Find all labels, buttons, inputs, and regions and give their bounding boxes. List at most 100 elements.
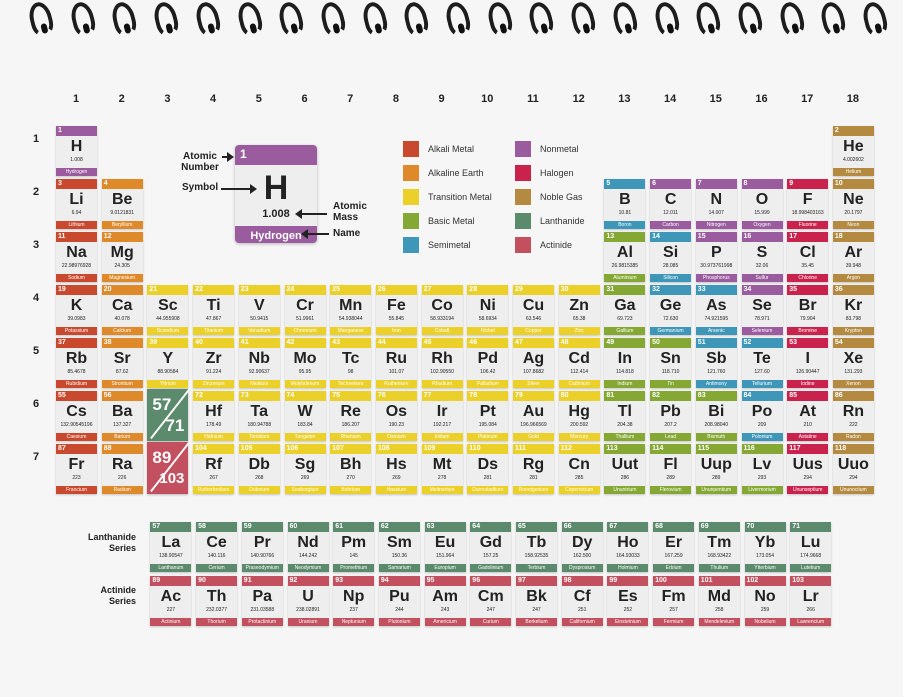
element-name: Nickel xyxy=(480,328,495,334)
atomic-number: 105 xyxy=(240,445,253,452)
tile-footer-band xyxy=(378,564,420,572)
tile-header-band xyxy=(378,522,420,532)
tile-header-band xyxy=(832,126,874,136)
tile-header-band xyxy=(832,179,874,189)
atomic-mass: 223 xyxy=(72,475,81,481)
atomic-number: 5 xyxy=(606,180,611,187)
atomic-mass: 259 xyxy=(760,607,770,613)
tile-footer-band xyxy=(147,327,189,335)
legend-swatch xyxy=(515,165,531,181)
legend-item-actinide: Actinide xyxy=(515,237,572,253)
atomic-number: 50 xyxy=(652,339,660,346)
tile-header-band xyxy=(832,338,874,348)
tile-header-band xyxy=(513,338,554,348)
element-symbol: As xyxy=(706,297,727,314)
element-tile-fe: 26 Fe 55.845 Iron xyxy=(375,285,417,335)
element-tile-rn: 86 Rn 222 Radon xyxy=(832,391,874,441)
tile-header-band xyxy=(467,285,509,295)
element-symbol: Rf xyxy=(205,456,223,473)
tile-footer-band xyxy=(467,486,509,494)
atomic-number: 55 xyxy=(58,392,66,399)
atomic-mass: 126.90447 xyxy=(795,369,820,375)
element-symbol: Bh xyxy=(340,456,362,473)
symbol-arrow xyxy=(221,184,257,194)
atomic-mass: 91.224 xyxy=(205,369,222,375)
element-name: Plutonium xyxy=(388,619,411,625)
atomic-number: 41 xyxy=(240,339,249,346)
tile-header-band xyxy=(101,285,143,295)
element-symbol: Rn xyxy=(842,403,865,420)
tile-header-band xyxy=(101,232,143,242)
element-tile-li: 3 Li 6.94 Lithium xyxy=(56,179,97,229)
element-name: Iron xyxy=(392,328,401,334)
legend-label: Basic Metal xyxy=(428,216,475,226)
element-name: Lutetium xyxy=(801,565,821,571)
atomic-mass: 137.327 xyxy=(113,422,132,428)
atomic-mass: 15.999 xyxy=(754,210,770,216)
element-tile-ni: 28 Ni 58.6934 Nickel xyxy=(467,285,509,335)
tile-footer-band xyxy=(832,221,874,229)
tile-footer-band xyxy=(238,486,280,494)
element-symbol: Pm xyxy=(341,534,367,551)
tile-header-band xyxy=(196,522,238,532)
tile-header-band xyxy=(650,285,692,295)
tile-header-band xyxy=(695,444,737,454)
tile-header-band xyxy=(56,126,97,136)
element-tile-no: 102 No 259 Nobelium xyxy=(744,576,786,626)
atomic-number: 89 xyxy=(152,577,161,584)
element-symbol: Sc xyxy=(158,297,178,314)
element-symbol: Ac xyxy=(160,588,182,605)
tile-footer-band xyxy=(101,221,143,229)
atomic-number: 46 xyxy=(469,339,478,346)
element-tile-np: 93 Np 237 Neptunium xyxy=(333,576,375,626)
tile-header-band xyxy=(421,338,463,348)
atomic-mass: 267 xyxy=(209,475,218,481)
element-tile-hf: 72 Hf 178.49 Hafnium xyxy=(193,391,235,441)
element-symbol: Tc xyxy=(341,350,360,367)
element-tile-kr: 36 Kr 83.798 Krypton xyxy=(832,285,874,335)
element-name: Antimony xyxy=(705,381,727,387)
element-name: Sodium xyxy=(68,275,85,281)
atomic-mass: 79.904 xyxy=(800,316,816,322)
element-name: Helium xyxy=(845,169,862,175)
tile-footer-band xyxy=(56,486,97,494)
tile-footer-band xyxy=(787,433,829,441)
element-tile-zn: 30 Zn 65.38 Zinc xyxy=(558,285,600,335)
tile-footer-band xyxy=(375,486,417,494)
atomic-mass: 78.971 xyxy=(754,316,770,322)
tile-header-band xyxy=(832,444,874,454)
element-name: Neodymium xyxy=(294,565,322,571)
tile-footer-band xyxy=(741,274,783,282)
tile-footer-band xyxy=(604,274,646,282)
atomic-number: 8 xyxy=(743,180,748,187)
element-symbol: Br xyxy=(798,297,817,314)
symbol-label: Symbol xyxy=(182,182,219,193)
atomic-mass: 132.90545196 xyxy=(60,422,93,428)
element-name: Strontium xyxy=(111,381,133,387)
tile-footer-band xyxy=(787,380,829,388)
atomic-number: 90 xyxy=(198,577,206,584)
binding-ring xyxy=(526,0,557,39)
element-name: Berkelium xyxy=(525,619,548,625)
element-name: Fluorine xyxy=(798,222,817,228)
atomic-mass: 244 xyxy=(395,607,404,613)
atomic-number: 113 xyxy=(606,445,618,452)
tile-footer-band xyxy=(56,274,97,282)
atomic-number: 109 xyxy=(423,445,436,452)
atomic-number: 62 xyxy=(380,523,389,530)
actinide-placeholder: 89 103 xyxy=(147,441,191,494)
atomic-mass: 87.62 xyxy=(115,369,129,375)
element-name: Osmium xyxy=(387,434,406,440)
element-tile-he: 2 He 4.002602 Helium xyxy=(832,126,874,176)
element-name: Tantalum xyxy=(249,434,270,440)
element-tile-cr: 24 Cr 51.9961 Chromium xyxy=(284,285,326,335)
atomic-mass: 140.90766 xyxy=(250,553,275,559)
tile-header-band xyxy=(698,576,740,586)
element-name: Silver xyxy=(527,381,540,387)
tile-footer-band xyxy=(744,564,786,572)
atomic-number: 26 xyxy=(377,286,386,293)
tile-footer-band xyxy=(101,486,143,494)
element-tile-th: 90 Th 232.0377 Thorium xyxy=(196,576,238,626)
element-symbol: Fl xyxy=(663,456,678,473)
element-symbol: Hs xyxy=(386,456,407,473)
